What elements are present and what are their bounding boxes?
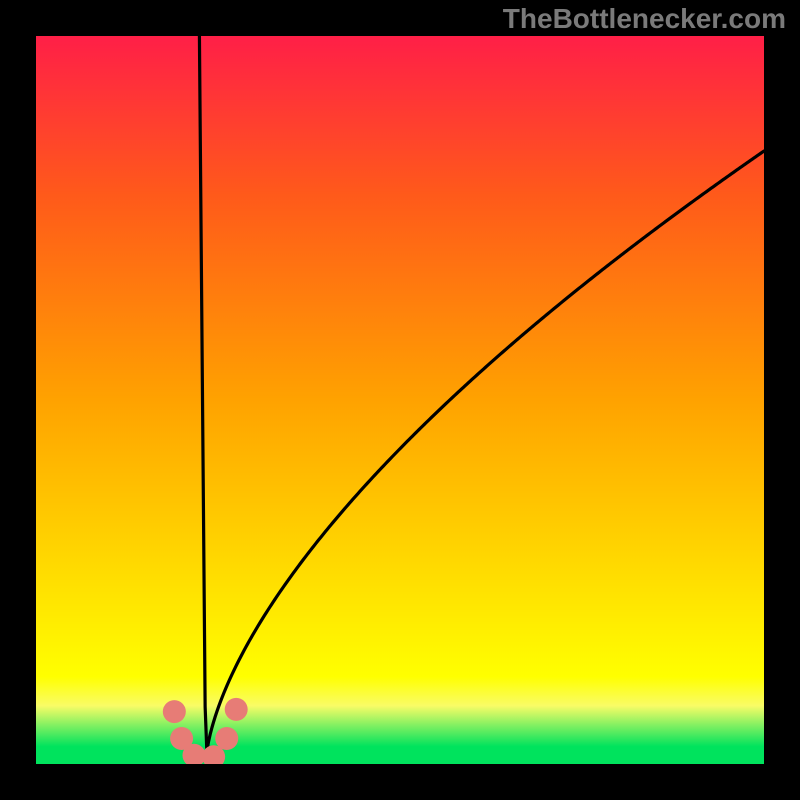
gradient-background	[36, 36, 764, 764]
curve-marker	[163, 700, 186, 723]
watermark-text: TheBottlenecker.com	[503, 3, 786, 35]
curve-marker	[182, 744, 205, 767]
curve-marker	[225, 698, 248, 721]
chart-root: TheBottlenecker.com	[0, 0, 800, 800]
curve-marker	[215, 727, 238, 750]
bottleneck-curve-chart	[0, 0, 800, 800]
